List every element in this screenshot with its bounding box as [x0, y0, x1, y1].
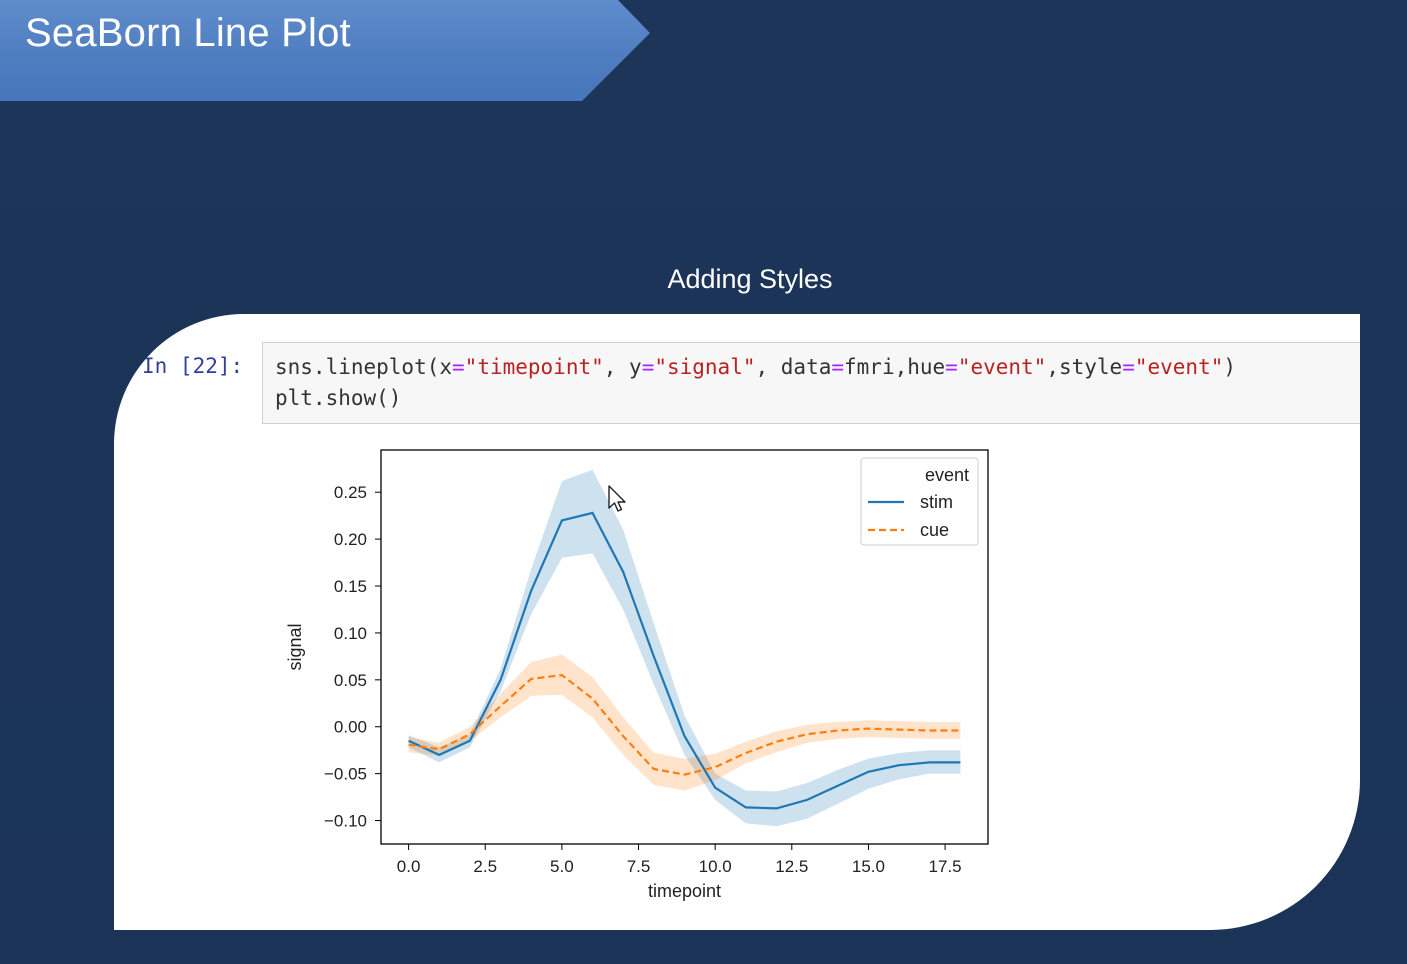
series-line-cue — [408, 673, 961, 776]
code-token: sns.lineplot(x — [275, 355, 453, 379]
x-tick-label: 7.5 — [627, 857, 651, 876]
series-line-stim — [408, 511, 961, 810]
code-line-2: plt.show() — [275, 386, 401, 410]
code-token: "timepoint" — [464, 355, 604, 379]
code-token: ) — [1223, 355, 1237, 379]
code-token: = — [1122, 355, 1135, 379]
x-axis-label: timepoint — [648, 881, 721, 901]
x-tick-label: 17.5 — [929, 857, 962, 876]
code-token: = — [945, 355, 958, 379]
y-tick-label: −0.05 — [324, 765, 367, 784]
legend: event stim cue — [860, 457, 979, 546]
y-tick-label: 0.05 — [334, 671, 367, 690]
x-ticks: 0.0 2.5 5.0 7.5 10.0 12.5 15.0 17.5 — [397, 844, 962, 876]
legend-box — [860, 457, 979, 546]
x-tick-label: 10.0 — [699, 857, 732, 876]
legend-title: event — [925, 465, 969, 485]
x-tick-label: 12.5 — [775, 857, 808, 876]
series-lines — [408, 511, 961, 810]
ci-band-cue — [408, 654, 961, 791]
code-token: = — [641, 355, 655, 379]
code-token: = — [452, 355, 465, 379]
code-token: , y — [603, 355, 642, 379]
code-token: , data — [755, 355, 832, 379]
y-tick-label: −0.10 — [324, 812, 367, 831]
code-token: plt.show() — [275, 386, 402, 410]
ci-bands — [408, 469, 961, 827]
y-tick-label: 0.20 — [334, 530, 367, 549]
code-token: "event" — [957, 355, 1047, 379]
x-tick-label: 5.0 — [550, 857, 574, 876]
y-tick-label: 0.15 — [334, 577, 367, 596]
axes-frame — [380, 449, 989, 845]
y-tick-label: 0.10 — [334, 624, 367, 643]
x-tick-label: 0.0 — [397, 857, 421, 876]
y-tick-label: 0.00 — [334, 718, 367, 737]
code-token: "signal" — [654, 355, 756, 379]
cell-prompt: In [22]: — [142, 354, 244, 378]
x-tick-label: 2.5 — [473, 857, 497, 876]
y-axis-label: signal — [285, 623, 305, 670]
code-token: ,style — [1046, 355, 1123, 379]
legend-label-stim: stim — [920, 492, 953, 512]
y-ticks: −0.10 −0.05 0.00 0.05 0.10 0.15 0.20 0.25 — [324, 483, 381, 831]
notebook-panel: In [22]: sns.lineplot(x="timepoint", y="… — [114, 314, 1360, 930]
code-cell[interactable]: sns.lineplot(x="timepoint", y="signal", … — [262, 342, 1360, 424]
slide-title: SeaBorn Line Plot — [25, 11, 351, 55]
mouse-cursor-icon — [608, 485, 626, 512]
code-token: "event" — [1134, 355, 1224, 379]
ci-band-stim — [408, 469, 961, 827]
code-token: fmri,hue — [844, 355, 946, 379]
slide-subtitle: Adding Styles — [667, 264, 833, 294]
line-plot: 0.0 2.5 5.0 7.5 10.0 12.5 15.0 17.5 −0.10 −0.05 0… — [285, 449, 989, 901]
code-line-1: sns.lineplot(x="timepoint", y="signal", … — [275, 355, 1236, 379]
title-banner — [0, 0, 650, 101]
x-tick-label: 15.0 — [852, 857, 885, 876]
legend-label-cue: cue — [920, 520, 949, 540]
code-token: = — [831, 355, 845, 379]
y-tick-label: 0.25 — [334, 483, 367, 502]
